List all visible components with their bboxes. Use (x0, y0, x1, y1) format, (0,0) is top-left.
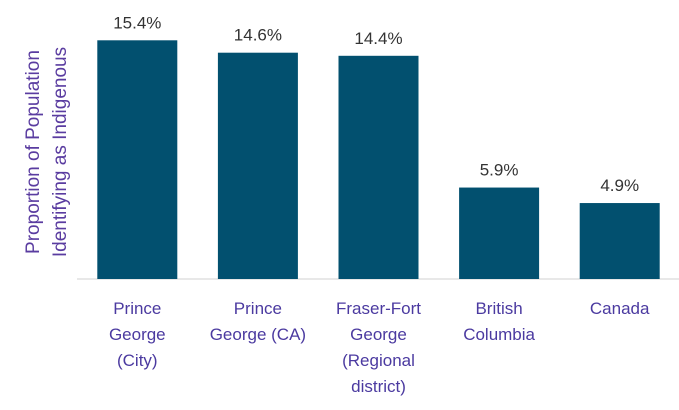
value-label: 4.9% (600, 176, 639, 195)
bar (459, 187, 540, 279)
value-label: 15.4% (113, 13, 161, 32)
x-tick-label: Fraser-Fort George (Regional district) (336, 299, 421, 396)
x-tick-label: Canada (589, 299, 650, 318)
bar (579, 203, 660, 279)
value-label: 14.4% (354, 29, 402, 48)
x-tick-label: Prince George (City) (108, 299, 166, 370)
bar (338, 55, 419, 279)
value-label: 5.9% (480, 161, 519, 180)
y-axis-title: Proportion of Population Identifying as … (23, 46, 71, 258)
bar (217, 52, 298, 280)
bar (97, 40, 178, 279)
x-tick-label: British Columbia (463, 299, 535, 344)
value-label: 14.6% (234, 26, 282, 45)
x-tick-label: Prince George (CA) (209, 299, 307, 344)
